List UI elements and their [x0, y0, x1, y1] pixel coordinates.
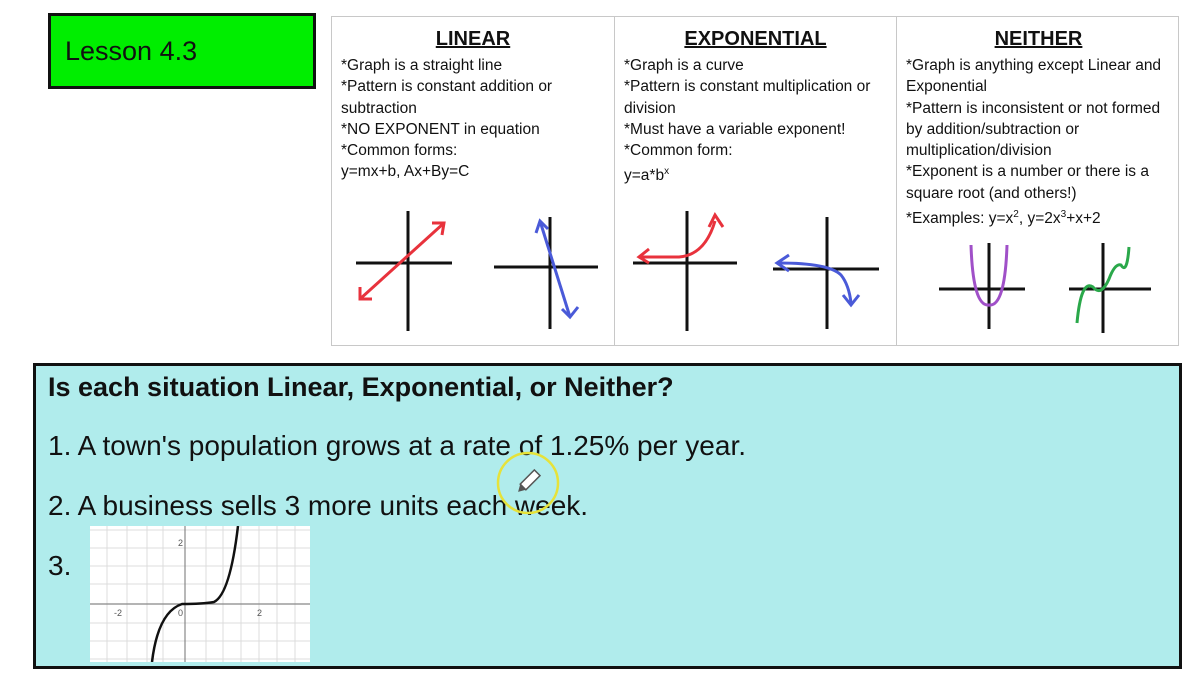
linear-column: LINEAR *Graph is a straight line *Patter… [332, 17, 614, 345]
linear-description: *Graph is a straight line *Pattern is co… [341, 57, 553, 181]
exponential-column: EXPONENTIAL *Graph is a curve *Pattern i… [614, 17, 896, 345]
question-3-graph: -2 0 2 2 [90, 526, 310, 662]
tick-label-origin: 0 [178, 608, 183, 618]
reference-table: LINEAR *Graph is a straight line *Patter… [331, 16, 1179, 346]
question-3: 3. [48, 550, 72, 581]
cubic-curve [150, 526, 240, 662]
pencil-icon [496, 451, 560, 515]
exponential-graph-decay [773, 217, 879, 329]
tick-label-x-pos: 2 [257, 608, 262, 618]
linear-graph-negative [494, 217, 598, 329]
neither-description: *Graph is anything except Linear and Exp… [906, 57, 1162, 228]
neither-column: NEITHER *Graph is anything except Linear… [896, 17, 1180, 345]
linear-graph-positive [356, 211, 452, 331]
neither-title: NEITHER [994, 28, 1083, 50]
neither-graph-cubic [1069, 243, 1151, 333]
exponential-description: *Graph is a curve *Pattern is constant m… [624, 57, 871, 185]
exponential-title: EXPONENTIAL [684, 28, 827, 50]
neither-graph-parabola [939, 243, 1025, 329]
question-2: 2. A business sells 3 more units each we… [48, 490, 589, 521]
question-panel: Is each situation Linear, Exponential, o… [33, 363, 1182, 669]
exponential-graph-growth [633, 211, 737, 331]
tick-label-x-neg: -2 [114, 608, 122, 618]
lesson-title: Lesson 4.3 [65, 36, 198, 66]
lesson-title-box: Lesson 4.3 [48, 13, 316, 89]
linear-title: LINEAR [435, 28, 511, 50]
question-1: 1. A town's population grows at a rate o… [48, 430, 747, 461]
question-heading: Is each situation Linear, Exponential, o… [48, 372, 674, 402]
tick-label-y-pos: 2 [178, 538, 183, 548]
